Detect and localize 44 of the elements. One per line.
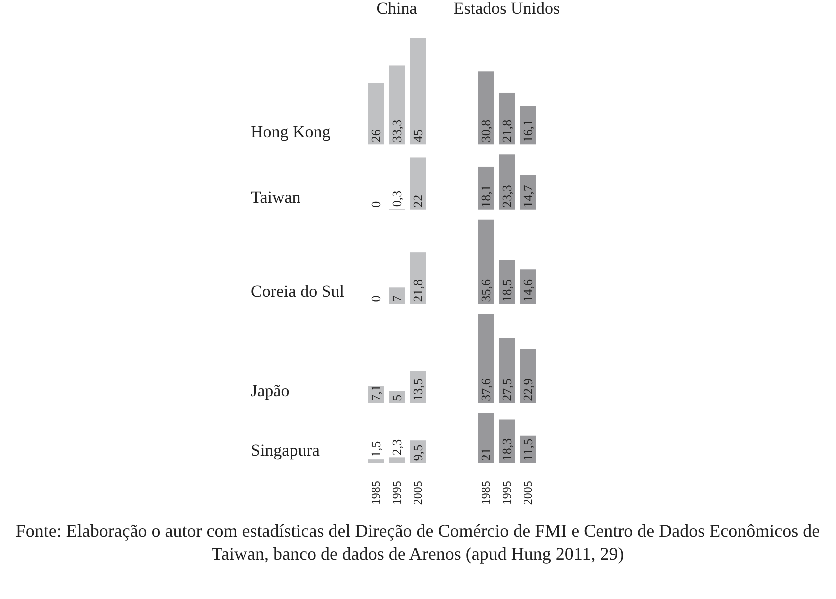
source-note: Fonte: Elaboração o autor com estadísticas del Direção de Comércio de FMI e Centro de Dados Econômicos de Taiwan, banco de dados de Arenos (apud Hung 2011, 29) [14,520,822,566]
data-label: 35,6 [478,278,494,302]
data-label: 7,1 [368,385,384,402]
x-tick-label: 2005 [411,481,425,506]
y-axis-title: Singapura [251,441,320,460]
data-label: 7 [390,295,404,302]
data-label: 33,3 [390,120,404,143]
data-label: 37,6 [478,378,494,402]
chart-title: China [376,0,418,18]
x-tick-label: 1985 [479,481,493,506]
data-label: 30,8 [478,120,494,143]
data-label: 14,6 [520,278,536,302]
data-label: 14,7 [520,184,536,208]
data-label: 22 [410,194,426,208]
data-label: 27,5 [500,378,514,402]
data-label: 45 [410,130,426,143]
data-label: 23,3 [500,185,514,208]
chart-title: Estados Unidos [454,0,560,18]
data-label: 11,5 [520,438,536,462]
data-label: 0 [368,296,384,302]
data-label: 22,9 [520,378,536,402]
data-label: 18,3 [500,438,514,462]
y-axis-title: Japão [251,381,290,400]
x-tick-label: 1995 [390,481,404,506]
y-axis-title: Hong Kong [251,122,332,142]
data-label: 18,5 [500,279,514,302]
data-label: 5 [390,394,404,402]
data-label: 21,8 [410,279,426,302]
data-label: 16,1 [520,120,536,143]
data-label: 0 [368,201,384,208]
data-label: 18,1 [478,185,494,208]
data-label: 0,3 [390,190,404,208]
data-label: 26 [368,129,384,143]
data-label: 21 [478,448,494,462]
x-tick-label: 1985 [369,481,383,506]
data-label: 13,5 [410,378,426,402]
data-label: 2,3 [390,439,404,456]
data-label: 1,5 [368,441,384,458]
data-label: 9,5 [410,444,426,462]
y-axis-title: Coreia do Sul [251,282,345,302]
x-tick-label: 2005 [521,481,535,506]
data-label: 21,8 [500,120,514,143]
y-axis-title: Taiwan [251,188,302,207]
x-tick-label: 1995 [500,481,514,506]
